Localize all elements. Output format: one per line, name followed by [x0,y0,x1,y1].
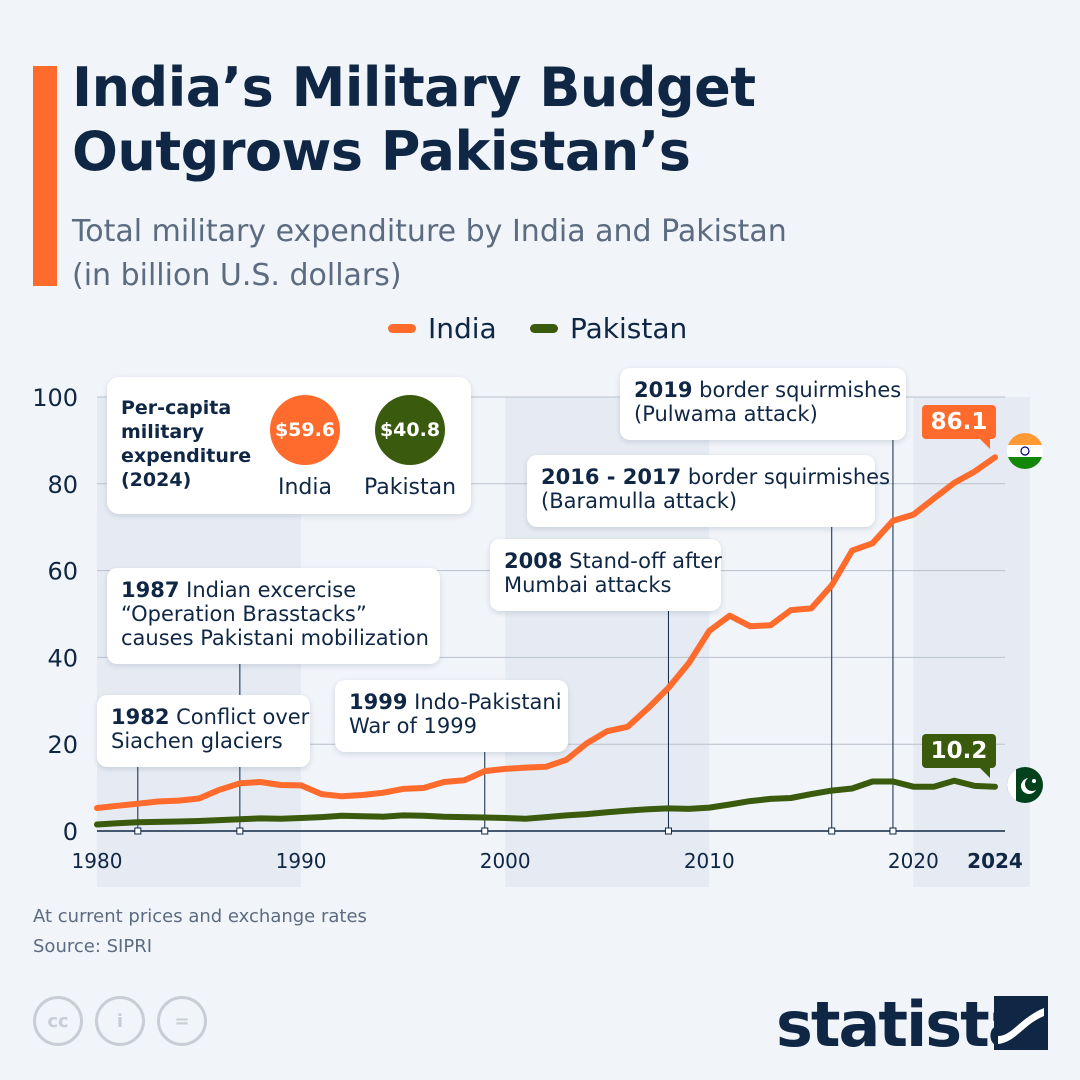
annotation-2008-year: 2008 [504,549,563,573]
per-capita-heading: Per-capita military expenditure (2024) [121,396,251,492]
creative-commons-icon[interactable]: cc [33,996,83,1046]
annotation-1982: 1982 Conflict over Siachen glaciers [97,695,310,767]
india-end-label: 86.1 [922,405,996,449]
annotation-1982-line-1: Conflict over [176,705,310,729]
y-tick-label-60: 60 [47,558,78,586]
x-tick-label-1990: 1990 [276,849,327,873]
india-end-label-tail [978,437,990,449]
legend-label-pakistan: Pakistan [570,312,688,345]
legend-item-pakistan: Pakistan [530,312,687,345]
pakistan-end-label-tail [978,766,990,778]
annotation-1999-line-1: Indo-Pakistani [414,690,562,714]
india-flag-saffron [1007,433,1043,445]
title-line-2: Outgrows Pakistan’s [72,120,691,183]
annotation-1982-year: 1982 [111,705,170,729]
legend-swatch-pakistan [530,324,558,333]
annotation-2019-line-2: (Pulwama attack) [634,402,818,426]
title-line-1: India’s Military Budget [72,56,756,119]
statista-logo-mark-icon [994,996,1048,1050]
annotation-marker-1982 [134,827,142,835]
attribution-icon[interactable]: i [95,996,145,1046]
decade-band-3 [913,397,1030,887]
india-flag-chakra [1020,446,1030,456]
per-capita-box: Per-capita military expenditure (2024) $… [107,377,471,514]
y-tick-label-100: 100 [32,384,78,412]
chart-title: India’s Military Budget Outgrows Pakista… [72,56,756,184]
annotation-1987-line-3: causes Pakistani mobilization [121,626,429,650]
india-flag-white [1007,445,1043,457]
x-tick-label-2024: 2024 [967,849,1023,873]
annotation-marker-1987 [236,827,244,835]
pakistan-flag-crescent-inner [1025,777,1039,791]
legend-label-india: India [428,312,497,345]
annotation-2008-line-2: Mumbai attacks [504,573,672,597]
x-tick-label-1980: 1980 [72,849,123,873]
pakistan-end-value: 10.2 [930,738,988,764]
annotation-1999-line-2: War of 1999 [349,714,477,738]
pakistan-flag-star [1032,779,1036,783]
annotation-1987-line-1: Indian excercise [186,578,357,602]
no-derivatives-icon[interactable]: = [157,996,207,1046]
note-prices: At current prices and exchange rates [33,906,367,927]
y-tick-label-20: 20 [47,731,78,759]
india-end-value: 86.1 [930,409,988,435]
india-flag-green [1007,457,1043,469]
annotation-2019-line-1: border squirmishes [699,378,902,402]
annotation-2019-year: 2019 [634,378,693,402]
legend: India Pakistan [0,312,1080,352]
annotation-marker-1999 [481,827,489,835]
license-icons: cc i = [33,996,207,1046]
annotation-1999-year: 1999 [349,690,408,714]
accent-bar [33,66,57,286]
per-capita-heading-line-3: expenditure [121,445,252,467]
x-tick-label-2010: 2010 [684,849,735,873]
y-tick-label-80: 80 [47,471,78,499]
series-line-india [94,454,998,811]
annotation-marker-2016 [828,827,836,835]
pakistan-flag-icon [1007,767,1043,803]
per-capita-heading-line-2: military [121,421,204,443]
india-per-capita-circle: $59.6 [270,395,340,465]
annotation-2019: 2019 border squirmishes (Pulwama attack) [620,368,906,440]
india-flag-icon [1007,433,1043,469]
subtitle-line-2: (in billion U.S. dollars) [72,258,402,293]
footnotes: At current prices and exchange rates Sou… [33,902,367,962]
pakistan-per-capita-circle: $40.8 [375,395,445,465]
annotation-marker-2008 [664,827,672,835]
india-per-capita-label: India [278,475,332,500]
annotation-1987-line-2: “Operation Brasstacks” [121,602,367,626]
annotation-2016-2017: 2016 - 2017 border squirmishes (Baramull… [527,455,890,527]
annotation-1987: 1987 Indian excercise “Operation Brassta… [107,568,440,664]
annotation-2016-line-1: border squirmishes [687,465,891,489]
note-source: Source: SIPRI [33,936,153,957]
series-line-pakistan [94,777,998,828]
x-tick-label-2020: 2020 [888,849,939,873]
pakistan-end-label: 10.2 [922,734,996,778]
legend-swatch-india [388,324,416,333]
annotation-1987-year: 1987 [121,578,180,602]
annotation-2008: 2008 Stand-off after Mumbai attacks [490,539,722,611]
subtitle-line-1: Total military expenditure by India and … [72,214,787,249]
legend-item-india: India [388,312,497,345]
per-capita-heading-line-4: (2024) [121,469,192,491]
y-tick-label-0: 0 [63,818,78,846]
statista-logo[interactable]: statista [776,988,1030,1061]
x-tick-label-2000: 2000 [480,849,531,873]
annotation-2016-year: 2016 - 2017 [541,465,682,489]
annotation-1999: 1999 Indo-Pakistani War of 1999 [335,680,568,752]
chart-subtitle: Total military expenditure by India and … [72,210,787,298]
annotation-2008-line-1: Stand-off after [569,549,722,573]
annotation-2016-line-2: (Baramulla attack) [541,489,738,513]
annotation-marker-2019 [889,827,897,835]
pakistan-flag-white [1007,767,1016,803]
y-tick-label-40: 40 [47,644,78,672]
annotation-1982-line-2: Siachen glaciers [111,729,283,753]
per-capita-heading-line-1: Per-capita [121,397,232,419]
pakistan-per-capita-label: Pakistan [363,475,457,500]
